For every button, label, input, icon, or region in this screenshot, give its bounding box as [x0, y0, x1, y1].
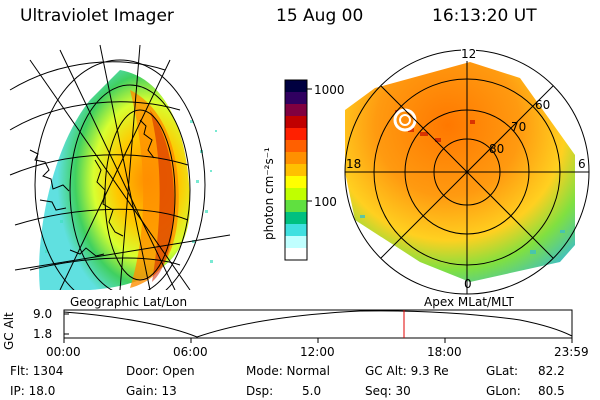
altitude-xtick-2359: 23:59: [554, 345, 589, 359]
mode-status: Mode: Normal: [246, 364, 330, 378]
altitude-xtick-0000: 00:00: [46, 345, 81, 359]
colorbar-segment: [285, 104, 307, 117]
colorbar-segment: [285, 164, 307, 177]
right-panel-caption: Apex MLat/MLT: [424, 295, 514, 309]
mlt-label-18: 18: [346, 157, 362, 171]
colorbar-segment: [285, 212, 307, 225]
time-label: 16:13:20 UT: [432, 6, 537, 26]
colorbar-segment: [285, 224, 307, 237]
colorbar-tick-100: 100: [314, 195, 337, 209]
glat-label: GLat:: [486, 364, 519, 378]
colorbar-segment: [285, 248, 307, 261]
altitude-xtick-1200: 12:00: [300, 345, 335, 359]
mlt-label-6: 6: [578, 157, 586, 171]
date-label: 15 Aug 00: [276, 6, 364, 26]
colorbar-segment: [285, 176, 307, 189]
glon-value: 80.5: [538, 384, 565, 398]
glon-label: GLon:: [486, 384, 521, 398]
colorbar-segment: [285, 116, 307, 129]
door-status: Door: Open: [126, 364, 195, 378]
lat-label-70: 70: [511, 120, 527, 134]
left-panel-caption: Geographic Lat/Lon: [70, 295, 188, 309]
altitude-ylabel: GC Alt: [2, 312, 16, 350]
gain-value: Gain: 13: [126, 384, 177, 398]
mlt-label-0: 0: [464, 277, 472, 291]
earth-disk-view: [9, 44, 217, 290]
mlt-label-12: 12: [461, 47, 477, 61]
colorbar-segment: [285, 128, 307, 141]
gc-altitude: GC Alt: 9.3 Re: [365, 364, 449, 378]
dsp-label: Dsp:: [246, 384, 274, 398]
ip-value: IP: 18.0: [10, 384, 56, 398]
colorbar-segment: [285, 140, 307, 153]
colorbar-segment: [285, 236, 307, 249]
altitude-xtick-1800: 18:00: [427, 345, 462, 359]
instrument-title: Ultraviolet Imager: [20, 6, 174, 26]
sequence-number: Seq: 30: [365, 384, 411, 398]
glat-value: 82.2: [538, 364, 565, 378]
dsp-value: 5.0: [302, 384, 322, 398]
colorbar-tick-1000: 1000: [314, 83, 345, 97]
colorbar-segment: [285, 200, 307, 213]
altitude-ytick-1.8: 1.8: [33, 327, 53, 341]
colorbar-segment: [285, 80, 307, 93]
colorbar-segment: [285, 188, 307, 201]
altitude-ytick-9: 9.0: [33, 307, 53, 321]
lat-label-80: 80: [489, 142, 505, 156]
colorbar-segment: [285, 92, 307, 105]
colorbar-frame: [284, 79, 308, 261]
lat-label-60: 60: [535, 98, 551, 112]
altitude-xtick-0600: 06:00: [173, 345, 208, 359]
flight-number: Flt: 1304: [10, 364, 64, 378]
colorbar-segment: [285, 152, 307, 165]
